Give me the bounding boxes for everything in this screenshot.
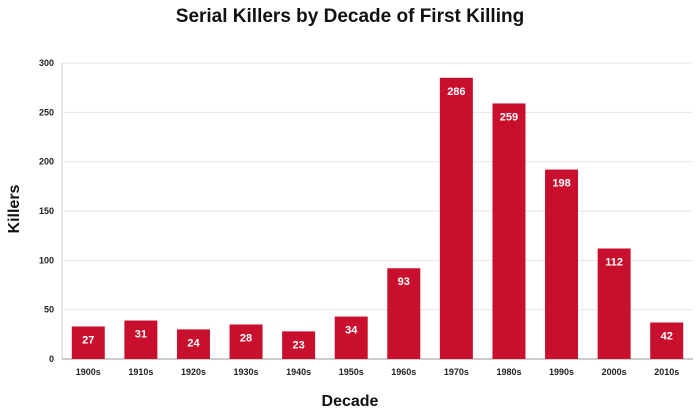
bar-data-label: 24 <box>187 337 200 349</box>
y-tick-label: 300 <box>39 58 54 68</box>
y-tick-label: 200 <box>39 157 54 167</box>
bar <box>282 331 316 359</box>
y-tick-label: 50 <box>44 305 54 315</box>
bar <box>71 326 105 359</box>
bar <box>597 248 631 359</box>
bar-data-label: 112 <box>605 256 623 268</box>
x-tick-label: 2010s <box>654 367 679 377</box>
bar-data-label: 259 <box>500 111 518 123</box>
x-axis-label: Decade <box>321 393 379 410</box>
y-tick-label: 150 <box>39 206 54 216</box>
bar <box>387 268 421 359</box>
x-tick-label: 1950s <box>339 367 364 377</box>
y-tick-label: 100 <box>39 255 54 265</box>
x-tick-label: 1900s <box>76 367 101 377</box>
bar-data-label: 93 <box>398 276 410 288</box>
x-tick-label: 1970s <box>444 367 469 377</box>
bar <box>334 316 368 359</box>
bar <box>229 324 263 359</box>
bar <box>439 77 473 360</box>
bar <box>176 329 210 359</box>
bar-data-label: 42 <box>661 330 673 342</box>
x-tick-label: 1990s <box>549 367 574 377</box>
x-tick-label: 1980s <box>496 367 521 377</box>
chart-title: Serial Killers by Decade of First Killin… <box>175 6 525 27</box>
bar-data-label: 28 <box>240 332 252 344</box>
x-tick-label: 1960s <box>391 367 416 377</box>
y-tick-label: 0 <box>49 354 54 364</box>
bar <box>124 320 158 359</box>
bar-data-label: 23 <box>293 339 305 351</box>
bar <box>650 322 684 359</box>
bar-data-label: 31 <box>135 329 147 341</box>
bar <box>545 169 579 359</box>
bar-data-label: 286 <box>447 86 465 98</box>
bar-data-label: 27 <box>82 334 94 346</box>
bar-data-label: 34 <box>345 325 358 337</box>
x-tick-label: 2000s <box>602 367 627 377</box>
x-tick-label: 1910s <box>128 367 153 377</box>
bar-data-label: 198 <box>552 178 570 190</box>
x-tick-label: 1920s <box>181 367 206 377</box>
x-tick-label: 1930s <box>234 367 259 377</box>
x-tick-label: 1940s <box>286 367 311 377</box>
bar <box>492 103 526 359</box>
y-tick-label: 250 <box>39 107 54 117</box>
